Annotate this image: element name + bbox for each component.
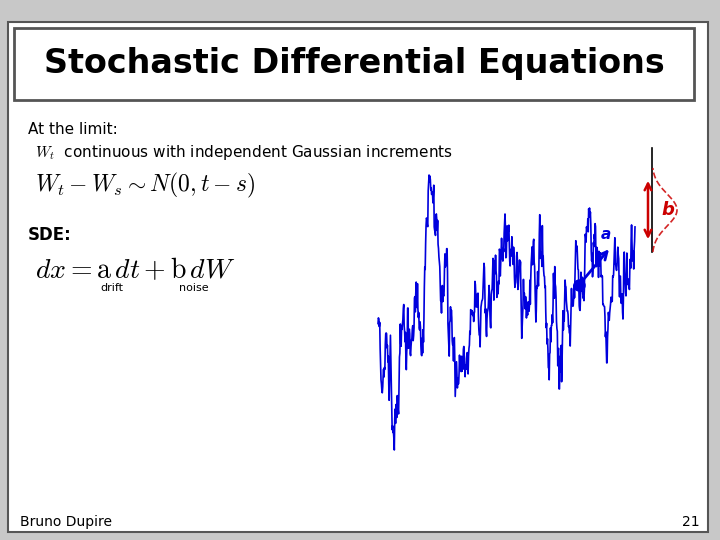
Text: noise: noise <box>179 283 209 293</box>
Text: 21: 21 <box>683 515 700 529</box>
Text: $W_t - W_s \sim N(0, t-s)$: $W_t - W_s \sim N(0, t-s)$ <box>35 171 255 200</box>
Text: $dx = \mathrm{a}\, dt + \mathrm{b}\, dW$: $dx = \mathrm{a}\, dt + \mathrm{b}\, dW$ <box>35 256 235 284</box>
Text: Stochastic Differential Equations: Stochastic Differential Equations <box>44 48 665 80</box>
Text: b: b <box>662 201 675 219</box>
Text: drift: drift <box>101 283 124 293</box>
Text: At the limit:: At the limit: <box>28 123 118 138</box>
Text: $W_t$  continuous with independent Gaussian increments: $W_t$ continuous with independent Gaussi… <box>35 144 453 163</box>
Bar <box>14 28 694 100</box>
Text: SDE:: SDE: <box>28 226 72 244</box>
Bar <box>20 34 700 106</box>
Text: Bruno Dupire: Bruno Dupire <box>20 515 112 529</box>
Text: a: a <box>600 227 611 241</box>
